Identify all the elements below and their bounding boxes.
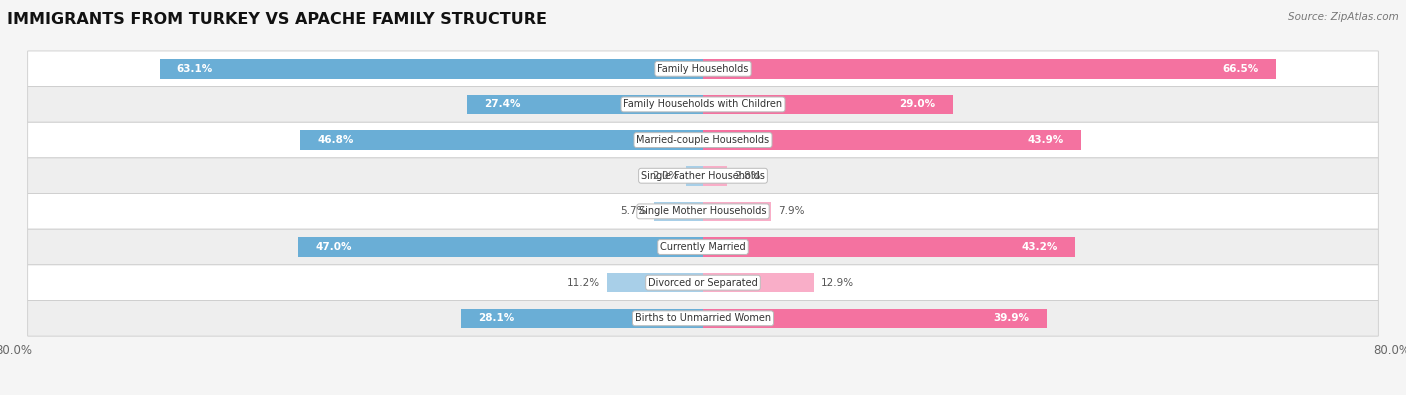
Bar [299, 130, 703, 150]
Bar [703, 273, 814, 292]
FancyBboxPatch shape [28, 301, 1378, 336]
Legend: Immigrants from Turkey, Apache: Immigrants from Turkey, Apache [574, 393, 832, 395]
FancyBboxPatch shape [28, 51, 1378, 87]
Text: 7.9%: 7.9% [778, 206, 804, 216]
Text: Single Mother Households: Single Mother Households [640, 206, 766, 216]
Text: 39.9%: 39.9% [994, 313, 1029, 324]
Text: 66.5%: 66.5% [1222, 64, 1258, 74]
Text: 2.0%: 2.0% [652, 171, 679, 181]
Bar [703, 308, 1046, 328]
Text: 46.8%: 46.8% [318, 135, 353, 145]
Bar [160, 59, 703, 79]
FancyBboxPatch shape [28, 87, 1378, 122]
Text: Currently Married: Currently Married [661, 242, 745, 252]
Bar [686, 166, 703, 186]
Text: Source: ZipAtlas.com: Source: ZipAtlas.com [1288, 12, 1399, 22]
Text: 28.1%: 28.1% [478, 313, 515, 324]
Text: 12.9%: 12.9% [821, 278, 853, 288]
Bar [467, 95, 703, 114]
Bar [703, 166, 727, 186]
Bar [703, 237, 1076, 257]
FancyBboxPatch shape [28, 158, 1378, 194]
Text: Divorced or Separated: Divorced or Separated [648, 278, 758, 288]
Bar [703, 59, 1275, 79]
Text: 27.4%: 27.4% [484, 100, 520, 109]
Bar [703, 130, 1081, 150]
Text: Single Father Households: Single Father Households [641, 171, 765, 181]
Text: IMMIGRANTS FROM TURKEY VS APACHE FAMILY STRUCTURE: IMMIGRANTS FROM TURKEY VS APACHE FAMILY … [7, 12, 547, 27]
Text: Births to Unmarried Women: Births to Unmarried Women [636, 313, 770, 324]
Text: 63.1%: 63.1% [177, 64, 214, 74]
FancyBboxPatch shape [28, 229, 1378, 265]
Text: 43.9%: 43.9% [1028, 135, 1064, 145]
Bar [703, 95, 953, 114]
Text: Family Households with Children: Family Households with Children [623, 100, 783, 109]
Text: 5.7%: 5.7% [620, 206, 647, 216]
FancyBboxPatch shape [28, 265, 1378, 301]
Text: 2.8%: 2.8% [734, 171, 761, 181]
FancyBboxPatch shape [28, 194, 1378, 229]
Text: 11.2%: 11.2% [567, 278, 599, 288]
Text: 29.0%: 29.0% [900, 100, 935, 109]
Text: Married-couple Households: Married-couple Households [637, 135, 769, 145]
Text: 47.0%: 47.0% [315, 242, 352, 252]
Text: 43.2%: 43.2% [1021, 242, 1057, 252]
Bar [654, 201, 703, 221]
Bar [461, 308, 703, 328]
FancyBboxPatch shape [28, 122, 1378, 158]
Text: Family Households: Family Households [658, 64, 748, 74]
Bar [298, 237, 703, 257]
Bar [606, 273, 703, 292]
Bar [703, 201, 770, 221]
